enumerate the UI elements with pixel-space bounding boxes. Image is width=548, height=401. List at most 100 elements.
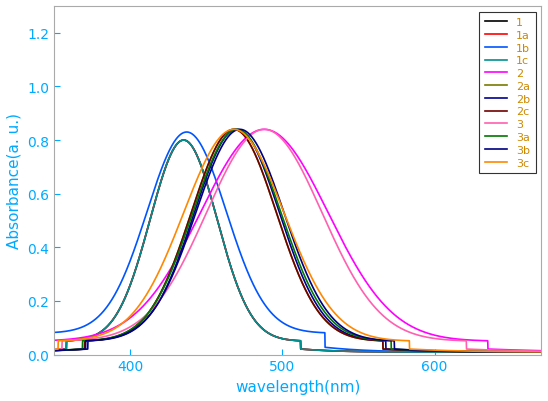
Line: 2: 2 bbox=[54, 130, 541, 351]
3c bbox=[538, 350, 544, 354]
3 bbox=[288, 150, 294, 154]
1b bbox=[183, 130, 190, 135]
3b bbox=[288, 232, 294, 237]
Line: 3b: 3b bbox=[54, 130, 541, 352]
3c bbox=[435, 348, 441, 353]
3a bbox=[435, 349, 441, 354]
1a bbox=[524, 350, 530, 354]
1a bbox=[76, 337, 83, 342]
1 bbox=[180, 138, 187, 143]
1 bbox=[275, 335, 282, 340]
2c bbox=[524, 350, 530, 354]
2b bbox=[524, 350, 530, 354]
X-axis label: wavelength(nm): wavelength(nm) bbox=[235, 379, 361, 394]
2 bbox=[524, 348, 530, 353]
3a bbox=[51, 348, 58, 353]
3a bbox=[275, 203, 282, 208]
3 bbox=[435, 337, 441, 342]
Line: 2b: 2b bbox=[54, 130, 541, 352]
Line: 2a: 2a bbox=[54, 130, 541, 352]
1b bbox=[288, 325, 294, 330]
1c bbox=[180, 138, 187, 143]
1 bbox=[51, 348, 58, 352]
2 bbox=[261, 128, 267, 132]
3 bbox=[524, 348, 530, 353]
3 bbox=[538, 349, 544, 354]
Line: 3: 3 bbox=[54, 130, 541, 351]
2 bbox=[76, 336, 83, 340]
2a bbox=[51, 348, 58, 353]
3b bbox=[237, 128, 243, 132]
3b bbox=[538, 350, 544, 354]
2c bbox=[76, 347, 83, 352]
3a bbox=[524, 350, 530, 354]
2a bbox=[288, 254, 294, 259]
2c bbox=[231, 128, 237, 132]
Line: 2c: 2c bbox=[54, 130, 541, 352]
2b bbox=[288, 245, 294, 250]
2 bbox=[538, 348, 544, 353]
2b bbox=[233, 128, 240, 132]
2 bbox=[524, 348, 530, 353]
3b bbox=[275, 194, 282, 199]
1 bbox=[524, 350, 530, 354]
3b bbox=[435, 348, 441, 353]
Y-axis label: Absorbance(a. u.): Absorbance(a. u.) bbox=[7, 113, 22, 249]
3b bbox=[524, 350, 530, 354]
2a bbox=[76, 347, 83, 352]
3c bbox=[524, 350, 530, 354]
2c bbox=[524, 350, 530, 354]
Line: 1: 1 bbox=[54, 141, 541, 352]
1 bbox=[76, 337, 83, 342]
1a bbox=[275, 335, 282, 340]
1b bbox=[524, 350, 530, 354]
1a bbox=[51, 348, 58, 352]
1c bbox=[275, 335, 282, 340]
2a bbox=[231, 128, 237, 132]
3a bbox=[524, 350, 530, 354]
3a bbox=[233, 128, 240, 132]
2a bbox=[538, 350, 544, 354]
3b bbox=[524, 350, 530, 354]
2a bbox=[524, 350, 530, 354]
1a bbox=[288, 338, 294, 342]
3a bbox=[76, 347, 83, 352]
1c bbox=[538, 350, 544, 354]
Line: 1a: 1a bbox=[54, 141, 541, 352]
Line: 1c: 1c bbox=[54, 141, 541, 352]
2c bbox=[435, 349, 441, 354]
1 bbox=[288, 338, 294, 342]
3 bbox=[51, 347, 58, 352]
3c bbox=[524, 350, 530, 354]
3c bbox=[51, 347, 58, 352]
2c bbox=[51, 348, 58, 353]
1c bbox=[524, 350, 530, 354]
1c bbox=[76, 337, 83, 342]
2c bbox=[538, 350, 544, 354]
3c bbox=[76, 337, 83, 342]
2b bbox=[524, 350, 530, 354]
2 bbox=[51, 338, 58, 343]
3c bbox=[275, 196, 282, 201]
1b bbox=[538, 350, 544, 354]
3a bbox=[538, 350, 544, 354]
Line: 3a: 3a bbox=[54, 130, 541, 352]
1a bbox=[538, 350, 544, 354]
2 bbox=[275, 133, 282, 138]
2b bbox=[76, 347, 83, 352]
1b bbox=[524, 350, 530, 354]
3 bbox=[76, 338, 83, 342]
1b bbox=[76, 326, 83, 331]
2a bbox=[435, 349, 441, 354]
2 bbox=[435, 334, 441, 338]
2b bbox=[275, 207, 282, 212]
1a bbox=[180, 138, 187, 143]
3b bbox=[76, 347, 83, 352]
1c bbox=[288, 338, 294, 342]
3 bbox=[261, 128, 267, 132]
1b bbox=[435, 350, 441, 354]
2c bbox=[275, 217, 282, 221]
3c bbox=[231, 128, 237, 132]
3 bbox=[524, 348, 530, 353]
3b bbox=[51, 348, 58, 353]
